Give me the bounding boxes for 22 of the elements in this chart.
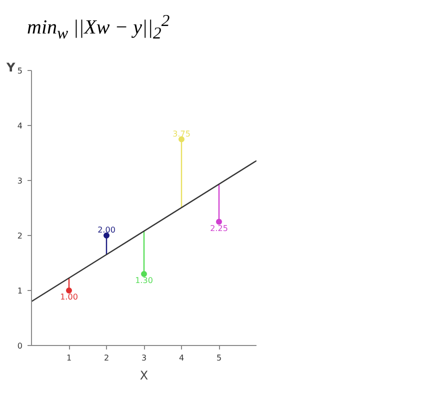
point bbox=[104, 232, 110, 238]
x-tick-label: 1 bbox=[66, 354, 72, 362]
data-label: 2.00 bbox=[98, 226, 116, 234]
x-tick-label: 4 bbox=[178, 354, 184, 362]
y-tick-label: 2 bbox=[17, 232, 23, 240]
y-tick-label: 4 bbox=[17, 122, 23, 130]
x-tick-label: 3 bbox=[141, 354, 147, 362]
data-label: 2.25 bbox=[210, 224, 228, 233]
x-tick-label: 2 bbox=[104, 354, 110, 362]
x-axis-title: X bbox=[140, 368, 148, 382]
y-tick-label: 5 bbox=[17, 66, 23, 76]
point bbox=[66, 288, 72, 294]
y-tick-label: 1 bbox=[17, 286, 23, 296]
y-tick-label: 3 bbox=[17, 176, 23, 186]
point bbox=[141, 271, 147, 277]
x-tick-label: 5 bbox=[216, 354, 222, 362]
y-axis-title: Y bbox=[6, 60, 16, 74]
data-label: 3.75 bbox=[172, 129, 190, 138]
data-label: 1.00 bbox=[60, 292, 78, 302]
data-label: 1.30 bbox=[135, 276, 153, 285]
y-tick-label: 0 bbox=[17, 342, 23, 350]
point bbox=[216, 218, 222, 225]
